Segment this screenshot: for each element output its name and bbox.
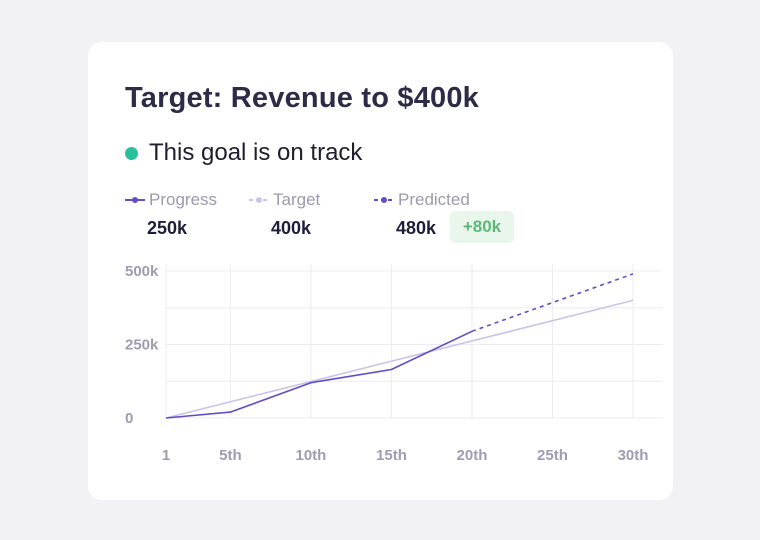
x-tick-label: 15th [376, 447, 407, 464]
legend-target-label: Target [273, 190, 321, 209]
status-text: This goal is on track [149, 139, 363, 166]
y-tick-label: 500k [125, 263, 159, 280]
y-tick-label: 0 [125, 410, 133, 427]
legend-progress-label: Progress [149, 190, 218, 209]
status-dot-icon [125, 146, 138, 160]
legend-predicted-label: Predicted [398, 190, 470, 209]
series-line-progress [165, 330, 473, 419]
predicted-delta-badge: +80k [450, 211, 514, 243]
x-tick-label: 20th [457, 447, 488, 464]
x-tick-label: 10th [296, 447, 327, 464]
goal-status: This goal is on track [125, 139, 362, 167]
x-tick-label: 1 [162, 447, 170, 464]
x-tick-label: 30th [618, 447, 649, 464]
series-line-target [165, 299, 634, 419]
progress-line-icon [125, 197, 145, 203]
goal-card: Target: Revenue to $400k This goal is on… [88, 42, 673, 500]
x-tick-label: 5th [219, 447, 242, 464]
target-line-icon [249, 197, 269, 203]
goal-title: Target: Revenue to $400k [125, 82, 480, 114]
legend-progress-value: 250k [147, 218, 188, 238]
legend-predicted-value: 480k [396, 218, 437, 238]
legend-progress: Progress 250k [125, 190, 218, 238]
legend-target-value: 400k [271, 218, 312, 238]
x-tick-label: 25th [537, 447, 568, 464]
legend-predicted: Predicted 480k [374, 190, 470, 238]
predicted-line-icon [374, 197, 394, 203]
y-tick-label: 250k [125, 337, 159, 354]
legend-target: Target 400k [249, 190, 321, 238]
